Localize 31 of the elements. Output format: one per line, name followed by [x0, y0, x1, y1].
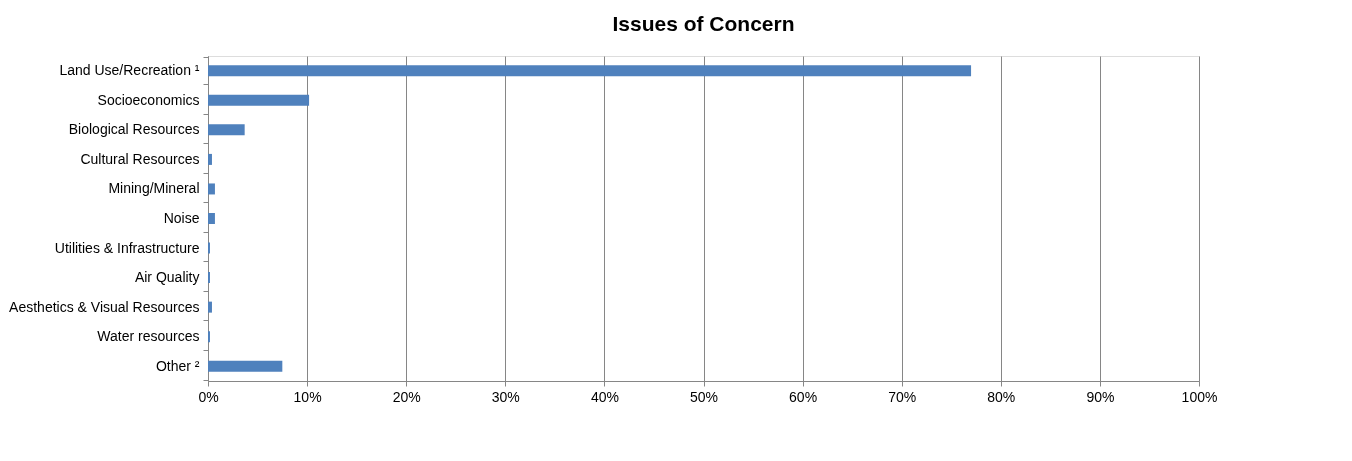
bar — [208, 360, 283, 372]
x-tick-label: 90% — [1086, 388, 1115, 405]
x-tick-label: 10% — [293, 388, 322, 405]
bar — [208, 183, 215, 195]
y-tick-label: Mining/Mineral — [108, 180, 200, 197]
x-tick-label: 50% — [689, 388, 719, 405]
x-tick-label: 100% — [1181, 388, 1218, 405]
x-tick-label: 60% — [789, 388, 818, 405]
x-tick-label: 20% — [392, 388, 421, 405]
y-tick-label: Biological Resources — [68, 121, 200, 138]
bar — [208, 301, 212, 313]
y-tick-label: Noise — [163, 210, 200, 226]
y-tick-label: Utilities & Infrastructure — [54, 239, 200, 256]
y-tick-label: Land Use/Recreation ¹ — [59, 62, 200, 79]
bar — [208, 65, 972, 77]
chart-title: Issues of Concern — [612, 12, 795, 35]
y-tick-label: Cultural Resources — [80, 150, 200, 167]
y-tick-label: Water resources — [97, 328, 200, 345]
x-tick-label: 40% — [590, 388, 619, 405]
bar — [208, 94, 310, 106]
x-tick-label: 30% — [491, 388, 520, 405]
x-tick-label: 0% — [198, 388, 219, 405]
y-tick-label: Aesthetics & Visual Resources — [9, 298, 200, 315]
bar — [208, 213, 215, 224]
x-tick-label: 70% — [888, 388, 917, 405]
x-tick-label: 80% — [987, 388, 1016, 405]
y-tick-label: Socioeconomics — [97, 91, 200, 108]
y-tick-label: Air Quality — [134, 269, 200, 286]
bar — [208, 124, 245, 136]
y-tick-label: Other ² — [155, 357, 200, 374]
bar — [208, 153, 212, 165]
